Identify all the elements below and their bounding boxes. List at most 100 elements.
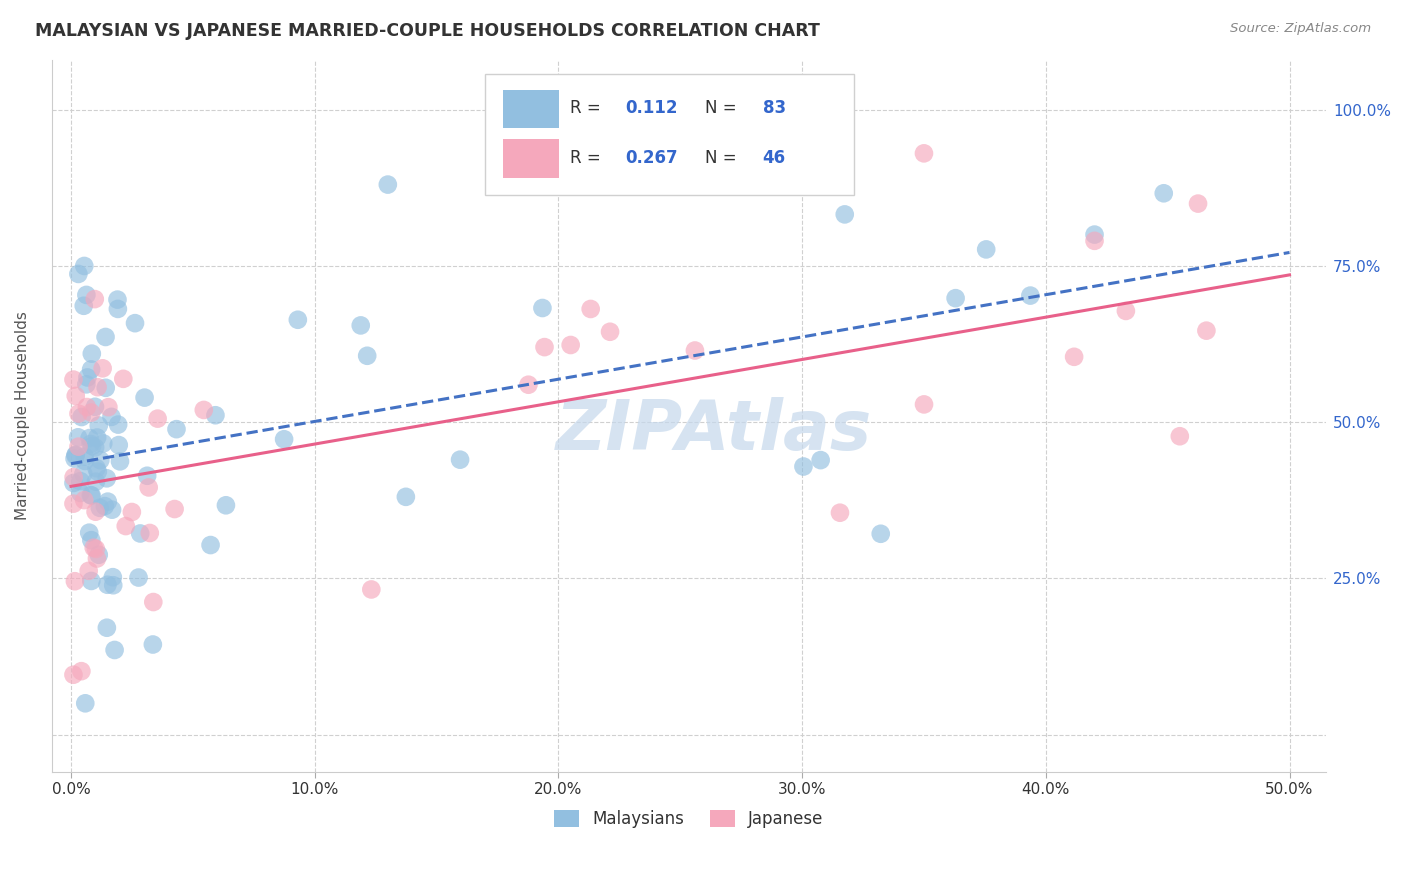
Point xyxy=(810,453,832,467)
Point xyxy=(912,146,935,161)
Point xyxy=(75,696,97,710)
Point xyxy=(86,431,108,445)
Point xyxy=(1083,234,1105,248)
Point xyxy=(72,467,94,481)
Point xyxy=(134,391,156,405)
Point xyxy=(103,578,125,592)
Point xyxy=(517,377,540,392)
Point xyxy=(138,480,160,494)
Point xyxy=(83,541,105,555)
Point xyxy=(107,293,129,307)
Point xyxy=(97,494,120,508)
Point xyxy=(1083,227,1105,242)
Point xyxy=(129,526,152,541)
Point xyxy=(69,474,91,488)
Point xyxy=(65,389,87,403)
Point xyxy=(128,570,150,584)
Y-axis label: Married-couple Households: Married-couple Households xyxy=(15,311,30,520)
Point xyxy=(142,638,165,652)
Point xyxy=(89,500,111,515)
Text: R =: R = xyxy=(571,99,606,117)
Point xyxy=(97,400,120,414)
Point xyxy=(350,318,373,333)
Point xyxy=(87,548,110,562)
Point xyxy=(560,338,582,352)
Point xyxy=(80,362,103,376)
Point xyxy=(533,340,555,354)
Text: ZIPAtlas: ZIPAtlas xyxy=(557,397,872,464)
Text: 0.112: 0.112 xyxy=(626,99,678,117)
Point xyxy=(531,301,554,315)
Point xyxy=(356,349,378,363)
Point xyxy=(834,207,856,221)
Point xyxy=(73,259,96,273)
Point xyxy=(75,377,97,392)
Point xyxy=(83,292,105,306)
Point xyxy=(96,578,118,592)
Point xyxy=(101,502,124,516)
Point xyxy=(67,407,90,421)
Point xyxy=(62,667,84,681)
Point xyxy=(1153,186,1175,201)
Point xyxy=(84,541,107,556)
Point xyxy=(100,409,122,424)
Point xyxy=(599,325,621,339)
Point xyxy=(91,436,114,450)
Point xyxy=(84,400,107,414)
Point xyxy=(65,449,87,463)
FancyBboxPatch shape xyxy=(503,89,558,128)
Point xyxy=(67,440,90,454)
Point xyxy=(75,288,97,302)
Point xyxy=(80,574,103,588)
Point xyxy=(166,422,188,436)
Point xyxy=(69,486,91,500)
Point xyxy=(912,397,935,411)
Point xyxy=(62,373,84,387)
Point xyxy=(107,417,129,432)
Point xyxy=(945,291,967,305)
Point xyxy=(869,526,891,541)
Text: 46: 46 xyxy=(762,149,786,167)
Point xyxy=(1063,350,1085,364)
Point xyxy=(1168,429,1191,443)
Point xyxy=(82,439,104,453)
Point xyxy=(62,470,84,484)
Point xyxy=(121,505,143,519)
Text: MALAYSIAN VS JAPANESE MARRIED-COUPLE HOUSEHOLDS CORRELATION CHART: MALAYSIAN VS JAPANESE MARRIED-COUPLE HOU… xyxy=(35,22,820,40)
Text: 83: 83 xyxy=(762,99,786,117)
Text: 0.267: 0.267 xyxy=(626,149,678,167)
Point xyxy=(87,465,110,479)
Point xyxy=(683,343,706,358)
Point xyxy=(104,643,127,657)
Point xyxy=(70,410,93,425)
Point xyxy=(142,595,165,609)
Point xyxy=(84,475,107,489)
Point xyxy=(107,438,129,452)
Point xyxy=(828,506,851,520)
Text: N =: N = xyxy=(706,149,742,167)
Point xyxy=(1115,304,1137,318)
Point xyxy=(80,488,103,502)
Point xyxy=(80,533,103,548)
Point xyxy=(287,312,309,326)
Point xyxy=(79,437,101,451)
Point xyxy=(94,381,117,395)
Point xyxy=(204,409,226,423)
Point xyxy=(579,301,602,316)
Point xyxy=(395,490,418,504)
Text: Source: ZipAtlas.com: Source: ZipAtlas.com xyxy=(1230,22,1371,36)
Point xyxy=(146,411,169,425)
Point xyxy=(101,570,124,584)
Point xyxy=(70,664,93,678)
Point xyxy=(96,621,118,635)
Point xyxy=(94,330,117,344)
Point xyxy=(86,380,108,394)
Point xyxy=(73,454,96,468)
Point xyxy=(112,372,135,386)
Point xyxy=(108,454,131,468)
Point xyxy=(792,459,814,474)
Point xyxy=(63,574,86,589)
Legend: Malaysians, Japanese: Malaysians, Japanese xyxy=(548,804,830,835)
Point xyxy=(80,488,103,502)
Point xyxy=(449,452,471,467)
